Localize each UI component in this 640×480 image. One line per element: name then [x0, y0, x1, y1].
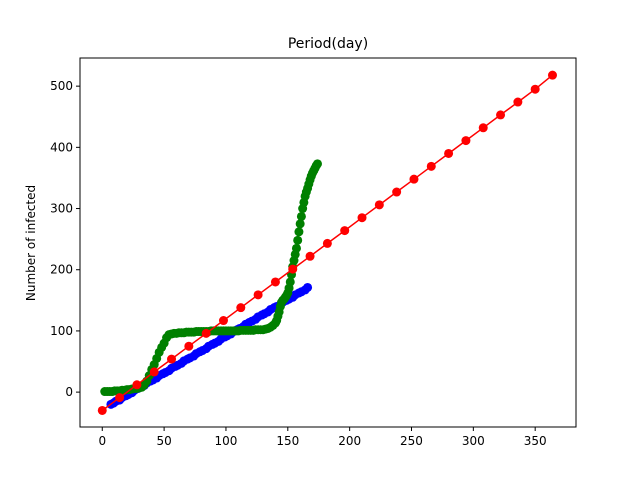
data-point — [547, 70, 557, 80]
x-tick-label: 200 — [338, 434, 361, 448]
data-point — [97, 405, 107, 415]
x-tick-label: 250 — [400, 434, 423, 448]
data-point — [478, 123, 488, 133]
data-point — [322, 238, 332, 248]
data-point — [253, 290, 263, 300]
data-point — [305, 251, 315, 261]
y-tick-label: 100 — [50, 324, 73, 338]
y-axis-ticks: 0 100 200 300 400 500 — [50, 79, 80, 399]
x-axis-ticks: 0 50 100 150 200 250 300 350 — [98, 427, 547, 448]
data-point — [149, 367, 159, 377]
data-point — [426, 161, 436, 171]
data-point — [303, 282, 313, 292]
data-point — [312, 159, 322, 169]
data-point — [461, 136, 471, 146]
y-axis-label: Number of infected — [24, 185, 38, 301]
x-tick-label: 100 — [215, 434, 238, 448]
x-tick-label: 0 — [98, 434, 106, 448]
data-point — [294, 227, 304, 237]
y-tick-label: 0 — [65, 385, 73, 399]
data-point — [218, 316, 228, 326]
data-point — [132, 380, 142, 390]
data-point — [293, 235, 303, 245]
y-tick-label: 500 — [50, 79, 73, 93]
data-point — [296, 211, 306, 221]
data-point — [444, 148, 454, 158]
data-point — [115, 393, 125, 403]
data-point — [357, 213, 367, 223]
x-tick-label: 300 — [462, 434, 485, 448]
data-point — [288, 264, 298, 274]
data-point — [496, 110, 506, 120]
series-layer — [97, 70, 557, 415]
series-1 — [100, 159, 322, 397]
x-tick-label: 350 — [524, 434, 547, 448]
data-point — [340, 226, 350, 236]
data-point — [270, 277, 280, 287]
chart-title: Period(day) — [288, 36, 368, 52]
plot-frame — [79, 57, 577, 428]
y-tick-label: 200 — [50, 263, 73, 277]
data-point — [201, 328, 211, 338]
series-2 — [97, 70, 557, 415]
data-point — [167, 354, 177, 364]
data-point — [513, 97, 523, 107]
data-point — [530, 84, 540, 94]
y-tick-label: 400 — [50, 140, 73, 154]
data-point — [236, 303, 246, 313]
data-point — [374, 200, 384, 210]
data-point — [285, 277, 295, 287]
plot-area — [97, 70, 557, 415]
x-tick-label: 150 — [276, 434, 299, 448]
x-tick-label: 50 — [156, 434, 171, 448]
data-point — [184, 341, 194, 351]
axes-layer — [79, 57, 577, 428]
series-line — [104, 163, 319, 393]
data-point — [295, 219, 305, 229]
data-point — [291, 243, 301, 253]
y-tick-label: 300 — [50, 202, 73, 216]
data-point — [392, 187, 402, 197]
data-point — [409, 174, 419, 184]
